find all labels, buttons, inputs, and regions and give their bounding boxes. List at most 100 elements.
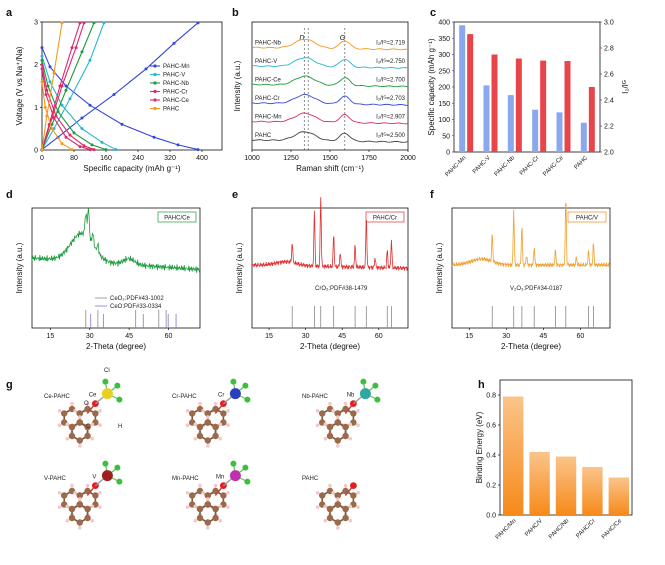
hydrogen-atom	[73, 409, 77, 413]
legend-marker	[153, 81, 157, 85]
hydrogen-atom	[331, 491, 335, 495]
x-tick-label: 45	[338, 333, 346, 340]
x-tick-label: 45	[539, 333, 547, 340]
panel-e-xrd-cr: 15 30 45 60 2-Theta (degree) Intensity (a.u.)…	[235, 197, 409, 351]
data-point-PAHC-V	[88, 58, 92, 62]
hydrogen-atom	[356, 409, 360, 413]
reference-label: CeO₂:PDF#43-1002	[110, 296, 164, 302]
carbon-atom	[189, 492, 196, 499]
x-tick-label: 45	[125, 333, 133, 340]
hydrogen-atom	[57, 423, 62, 428]
carbon-atom	[334, 419, 341, 426]
sample-label-box	[157, 211, 197, 223]
y-axis-title: Intensity (a.u.)	[233, 60, 242, 111]
panel-d-frame	[31, 207, 201, 329]
panel-f-xrd-v: 15 30 45 60 2-Theta (degree) Intensity (a.u.)…	[435, 202, 611, 351]
binding-energy-bar	[503, 396, 524, 515]
category-label: PAHC/Ce	[601, 518, 624, 541]
carbon-atom	[196, 514, 204, 522]
panel-label-h: h	[478, 379, 485, 391]
ratio-annotation: I₂/Iᴳ=2.703	[376, 95, 405, 102]
hydrogen-atom	[356, 505, 360, 510]
series-label: PAHC-Mn	[255, 115, 282, 121]
hydrogen-atom	[98, 423, 102, 428]
hydrogen-atom	[335, 526, 340, 530]
legend-label: PAHC	[163, 107, 180, 113]
carbon-atom	[220, 410, 227, 417]
chlorine-atom	[114, 382, 121, 389]
y-tick-label: 150	[438, 101, 450, 108]
data-point-PAHC-Nb	[46, 84, 50, 88]
carbon-atom	[342, 505, 349, 513]
panel-b-raman: 1000 1250 1500 1750 2000 Raman shift (cm⁻¹) In…	[233, 21, 416, 173]
y-tick-label: 3	[34, 20, 38, 27]
carbon-atom	[92, 492, 99, 499]
data-point-PAHC-Mn	[40, 46, 44, 50]
sample-label-box	[365, 211, 405, 223]
data-point-PAHC-Nb	[90, 143, 94, 147]
molecule-label: V-PAHC	[44, 476, 67, 482]
carbon-atom	[204, 437, 211, 444]
x-tick-label: 15	[465, 333, 473, 340]
hydrogen-atom	[98, 505, 102, 510]
data-point-PAHC-Nb	[80, 50, 84, 54]
x-tick-label: 30	[502, 333, 510, 340]
xrd-pattern	[251, 197, 408, 271]
data-point-PAHC-Ce	[58, 84, 62, 88]
molecule-label: Nb-PAHC	[302, 394, 329, 400]
molecule-label: Ce-PAHC	[44, 394, 71, 400]
x-tick-label: 60	[165, 333, 173, 340]
series-line-PAHC-Cr-discharge	[41, 64, 95, 151]
series-line-PAHC-Nb-discharge	[41, 60, 107, 151]
legend-label: PAHC-Nb	[163, 81, 190, 87]
data-point-PAHC-Ce	[64, 135, 68, 139]
y-axis-title: Voltage (V vs Na⁺/Na)	[15, 46, 24, 125]
metal-atom	[359, 388, 371, 400]
carbon-atom	[204, 410, 211, 417]
y-tick-label: 0.4	[486, 453, 496, 460]
y-tick-label: 400	[438, 20, 450, 27]
data-point-PAHC-V	[100, 140, 104, 144]
hydrogen-atom	[185, 423, 190, 428]
hydrogen-atom	[343, 401, 348, 406]
ratio-bar	[467, 34, 474, 153]
hydrogen-atom	[323, 518, 328, 523]
raman-spectrum-PAHC-Nb	[251, 39, 409, 51]
panel-label-d: d	[6, 189, 13, 201]
hydrogen-atom	[335, 497, 340, 501]
hydrogen-atom	[90, 518, 95, 523]
legend-label: PAHC-Ce	[163, 98, 190, 104]
panel-a-gcd-curves: 0 80 160 240 320 400 0 1 2 3 Specific capacity (mA…	[15, 20, 223, 173]
hydrogen-atom	[57, 409, 62, 413]
sample-label: PAHC/Ce	[164, 216, 190, 222]
atom-label-cl: Cl	[104, 368, 110, 374]
hydrogen-atom	[77, 526, 82, 530]
raman-spectrum-PAHC	[251, 131, 409, 143]
hydrogen-atom	[323, 422, 328, 427]
data-point-PAHC-Cr	[82, 21, 86, 25]
metal-symbol: V	[92, 475, 96, 481]
carbon-atom	[84, 432, 91, 440]
x-tick-label: 60	[375, 333, 383, 340]
chlorine-atom	[242, 464, 249, 471]
data-point-PAHC-Cr	[40, 63, 44, 67]
y-tick-label: 0	[446, 150, 450, 157]
carbon-atom	[326, 514, 334, 522]
y-tick-label: 350	[438, 36, 450, 43]
panel-label-e: e	[232, 189, 238, 201]
x-tick-label: 240	[132, 155, 144, 162]
chlorine-atom	[102, 460, 109, 467]
carbon-atom	[204, 492, 211, 499]
metal-atom	[229, 388, 241, 400]
sample-label: PAHC/Cr	[373, 216, 397, 222]
data-point-PAHC	[40, 148, 44, 152]
data-point-PAHC-Cr	[92, 148, 96, 152]
x-axis-title: Specific capacity (mAh g⁻¹)	[83, 164, 180, 173]
x-tick-label: 400	[196, 155, 208, 162]
metal-atom	[101, 388, 113, 400]
series-label: PAHC	[255, 133, 272, 139]
carbon-atom	[326, 505, 334, 513]
panel-label-a: a	[6, 7, 13, 19]
y-tick-label: 0.6	[486, 423, 496, 430]
y-tick-label: 100	[438, 117, 450, 124]
